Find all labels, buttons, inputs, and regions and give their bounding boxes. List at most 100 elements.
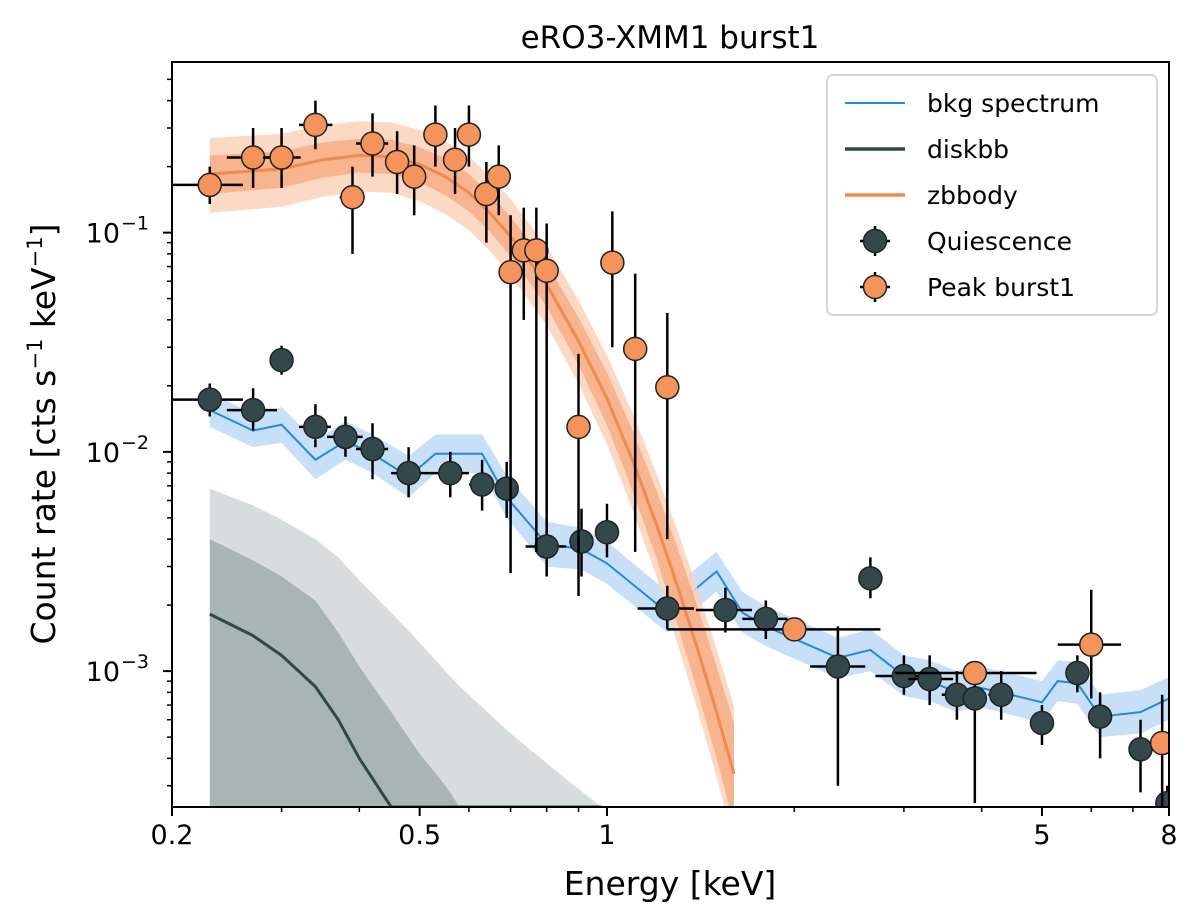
peak-burst1-marker-13 (486, 164, 511, 189)
quiescence-marker-1 (197, 387, 223, 412)
y-tick-label: 10 (86, 219, 120, 250)
quiescence-point-5 (327, 416, 363, 457)
x-axis: 0.2 0.5 1 5 8 (151, 807, 1178, 851)
peak-burst1-point-9 (423, 105, 448, 167)
quiescence-point-9 (468, 459, 495, 511)
peak-burst1-marker-22 (782, 617, 807, 642)
bkg-spectrum-band (209, 393, 1169, 738)
y-axis-label-exp1: −1 (23, 339, 47, 370)
quiescence-point-13 (594, 503, 620, 558)
peak-burst1-marker-8 (401, 164, 427, 189)
y-axis: 10−310−210−1 (86, 78, 172, 787)
x-tick-label: 0.5 (398, 820, 441, 851)
quiescence-point-6 (355, 423, 389, 480)
diskbb-inner-band (209, 539, 602, 807)
y-tick-exponent: −2 (121, 432, 149, 454)
peak-burst1-marker-18 (566, 414, 591, 440)
y-tick-label: 10 (86, 438, 120, 469)
peak-burst1-marker-1 (197, 172, 223, 198)
peak-burst1-marker-14 (498, 259, 523, 285)
peak-burst1-marker-20 (622, 336, 648, 362)
quiescence-marker-9 (469, 472, 495, 497)
quiescence-marker-12 (569, 529, 594, 554)
quiescence-point-24 (1029, 705, 1055, 746)
x-tick-label: 1 (598, 820, 615, 851)
y-tick-exponent: −3 (121, 651, 149, 673)
peak-burst1-point-13 (486, 145, 511, 216)
legend-label: Peak burst1 (927, 273, 1075, 302)
peak-burst1-marker-25 (1149, 730, 1169, 756)
y-axis-label: Count rate [cts s−1 keV−1] (23, 224, 63, 645)
peak-burst1-point-14 (498, 215, 523, 574)
quiescence-point-16 (742, 600, 788, 640)
legend-box (826, 74, 1158, 316)
peak-burst1-point-10 (442, 128, 468, 195)
peak-burst1-marker-4 (303, 112, 328, 138)
y-axis-label-mid: keV (24, 267, 63, 339)
quiescence-marker-27 (1128, 737, 1153, 762)
peak-burst1-marker-19 (600, 250, 625, 275)
quiescence-marker-17 (825, 654, 851, 679)
peak-burst1-point-3 (262, 128, 301, 188)
peak-burst1-point-22 (667, 617, 881, 642)
quiescence-marker-6 (360, 436, 385, 462)
x-tick-label: 8 (1160, 820, 1177, 851)
peak-burst1-point-20 (622, 273, 648, 552)
quiescence-marker-26 (1087, 704, 1113, 729)
x-tick-label: 0.2 (151, 820, 194, 851)
quiescence-marker-3 (269, 347, 294, 373)
quiescence-point-11 (525, 519, 567, 577)
diskbb-line (209, 612, 602, 807)
quiescence-marker-10 (494, 476, 519, 501)
peak-burst1-marker-2 (240, 145, 266, 170)
legend-label: zbbody (927, 181, 1018, 210)
legend-label: diskbb (927, 135, 1009, 164)
quiescence-point-19 (875, 655, 930, 695)
quiescence-point-28 (1155, 785, 1169, 807)
peak-burst1-point-23 (894, 660, 1037, 686)
quiescence-point-15 (695, 587, 752, 633)
plot-area (172, 100, 1169, 807)
peak-burst1-marker-6 (360, 131, 385, 156)
peak-burst1-point-11 (456, 105, 482, 167)
quiescence-marker-25 (1065, 660, 1090, 686)
quiescence-marker-23 (988, 682, 1014, 708)
legend-item-4: Quiescence (860, 226, 1072, 256)
peak-burst1-point-24 (1057, 589, 1122, 699)
quiescence-marker-2 (240, 397, 266, 423)
quiescence-point-7 (391, 447, 431, 498)
legend-item-1: bkg spectrum (845, 89, 1099, 118)
peak-burst1-point-5 (339, 166, 365, 254)
peak-burst1-point-4 (299, 100, 333, 150)
quiescence-point-18 (858, 557, 883, 599)
legend-swatch-marker (862, 228, 888, 254)
y-axis-label-main: Count rate [cts s (24, 370, 63, 645)
quiescence-point-17 (810, 626, 866, 786)
quiescence-point-10 (494, 461, 519, 518)
quiescence-point-22 (962, 662, 988, 804)
peak-burst1-marker-21 (655, 375, 680, 400)
quiescence-marker-20 (917, 666, 942, 692)
peak-burst1-marker-7 (384, 149, 410, 175)
quiescence-point-25 (1065, 655, 1090, 693)
x-tick-label: 5 (1033, 820, 1050, 851)
y-axis-label-exp2: −1 (23, 236, 47, 267)
peak-burst1-point-18 (566, 353, 591, 597)
quiescence-point-8 (430, 451, 469, 498)
legend-item-2: diskbb (845, 135, 1009, 164)
peak-burst1-point-6 (355, 113, 389, 177)
quiescence-marker-22 (962, 686, 988, 711)
legend-swatch-marker (862, 274, 888, 300)
peak-burst1-point-25 (1149, 694, 1169, 807)
y-axis-label-end: ] (24, 224, 63, 237)
quiescence-point-3 (269, 345, 294, 375)
quiescence-point-2 (226, 388, 278, 431)
legend-item-5: Peak burst1 (860, 272, 1075, 302)
peak-burst1-point-21 (655, 312, 680, 540)
quiescence-marker-19 (891, 663, 917, 689)
peak-burst1-point-19 (600, 211, 625, 348)
quiescence-point-4 (299, 404, 331, 448)
quiescence-marker-14 (655, 596, 680, 621)
peak-burst1-marker-10 (442, 147, 468, 172)
